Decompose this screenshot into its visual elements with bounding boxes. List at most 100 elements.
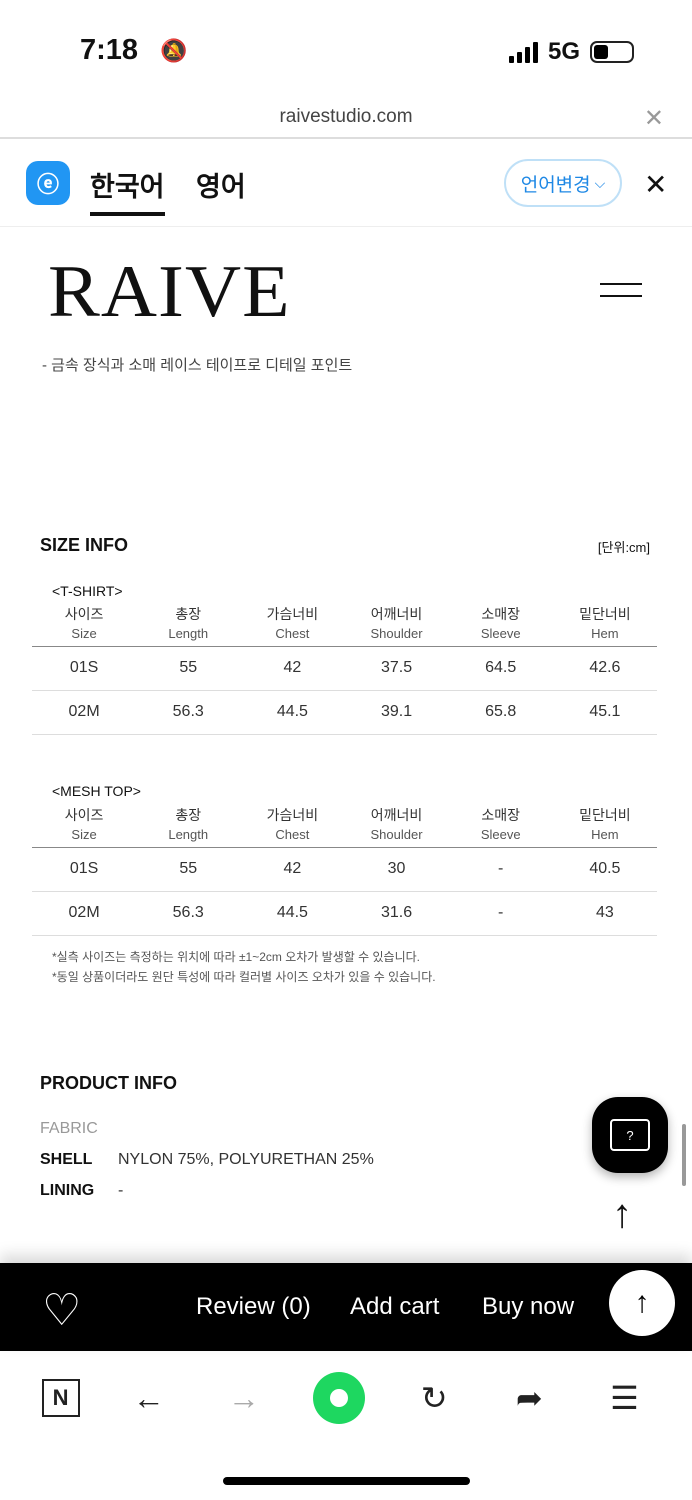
scroll-to-top-button[interactable]: ↑ — [609, 1270, 675, 1336]
table-row: 02M 56.3 44.5 31.6-43 — [32, 891, 657, 936]
translate-app-icon: ⓔ — [26, 161, 70, 205]
scroll-top-arrow-icon[interactable]: ↑ — [612, 1192, 632, 1236]
table-row: 02M 56.3 44.5 39.1 65.8 45.1 — [32, 690, 657, 735]
column-header-en: Shoulder — [370, 625, 423, 641]
column-header: 가슴너비 Chest — [240, 604, 345, 647]
table-cell: 42.6 — [552, 646, 657, 691]
tab-korean[interactable]: 한국어 — [90, 165, 165, 216]
heart-icon[interactable]: ♡ — [42, 1286, 82, 1335]
size-table-mesh-top: 사이즈 Size 총장 Length 가슴너비 Chest 어깨너비 Shoulder 소매장 S… — [32, 805, 657, 936]
chevron-down-icon: ⌵ — [594, 174, 606, 191]
table-cell: 44.5 — [240, 690, 345, 735]
table-cell: 56.3 — [136, 690, 241, 735]
back-arrow-icon[interactable]: ← — [132, 1379, 165, 1416]
green-dot-icon[interactable] — [312, 1372, 365, 1424]
column-header: 가슴너비 Chest — [240, 805, 345, 848]
column-header-ko: 사이즈 — [64, 605, 104, 622]
chat-question-icon: ? — [610, 1119, 650, 1151]
change-language-button[interactable]: 언어변경 ⌵ — [504, 159, 622, 207]
share-icon[interactable]: ➦ — [515, 1380, 543, 1416]
table-cell: 42 — [240, 646, 345, 691]
column-header-en: Hem — [591, 826, 619, 842]
table-row: 01S 55 42 30-40.5 — [32, 847, 657, 892]
column-header-ko: 소매장 — [481, 806, 521, 823]
column-header-ko: 소매장 — [481, 605, 521, 622]
url-bar[interactable]: raivestudio.com — [279, 106, 413, 127]
fabric-label: FABRIC — [40, 1120, 98, 1137]
table-cell: 30 — [344, 847, 449, 892]
close-icon[interactable]: ✕ — [643, 105, 664, 132]
column-header: 어깨너비 Shoulder — [344, 604, 449, 647]
table-name: <MESH TOP> — [52, 783, 141, 799]
size-notes: *실측 사이즈는 측정하는 위치에 따라 ±1~2cm 오차가 발생할 수 있습… — [52, 947, 436, 987]
review-button[interactable]: Review (0) — [196, 1293, 311, 1320]
column-header: 소매장 Sleeve — [448, 805, 553, 848]
forward-arrow-icon[interactable]: → — [227, 1379, 260, 1416]
column-header-ko: 어깨너비 — [370, 806, 423, 823]
status-time: 7:18 — [80, 34, 139, 66]
site-logo[interactable]: RAIVE — [48, 251, 291, 333]
table-cell: 65.8 — [448, 690, 553, 735]
table-header-row: 사이즈 Size 총장 Length 가슴너비 Chest 어깨너비 Shoulder 소매장 S… — [32, 805, 657, 848]
table-cell: 55 — [136, 646, 241, 691]
table-cell: 42 — [240, 847, 345, 892]
table-cell: 55 — [136, 847, 241, 892]
table-cell: 02M — [32, 690, 137, 735]
table-cell: 44.5 — [240, 891, 345, 936]
column-header: 밑단너비 Hem — [552, 805, 657, 848]
product-description: - 금속 장식과 소매 레이스 테이프로 디테일 포인트 — [42, 357, 353, 374]
column-header: 사이즈 Size — [32, 805, 137, 848]
column-header-ko: 총장 — [175, 806, 202, 823]
column-header: 어깨너비 Shoulder — [344, 805, 449, 848]
unit-label: [단위:cm] — [597, 540, 650, 555]
column-header-en: Length — [168, 826, 209, 842]
browser-toolbar: N ← → ↻ ➦ ☰ — [0, 1360, 692, 1436]
table-cell: 45.1 — [552, 690, 657, 735]
column-header-en: Size — [71, 625, 97, 641]
table-cell: 56.3 — [136, 891, 241, 936]
column-header-en: Sleeve — [480, 625, 521, 641]
column-header-ko: 가슴너비 — [266, 806, 319, 823]
naver-home-icon[interactable]: N — [41, 1379, 80, 1417]
column-header-en: Size — [71, 826, 97, 842]
buy-now-button[interactable]: Buy now — [482, 1293, 575, 1320]
table-cell: 01S — [32, 646, 137, 691]
note: *동일 상품이더라도 원단 특성에 따라 컬러별 사이즈 오차가 있을 수 있습… — [52, 970, 436, 984]
table-cell: - — [448, 847, 553, 892]
column-header-en: Length — [168, 625, 209, 641]
column-header-en: Sleeve — [480, 826, 521, 842]
table-cell: 43 — [552, 891, 657, 936]
table-name: <T-SHIRT> — [52, 583, 123, 599]
close-translate-icon[interactable]: ✕ — [644, 169, 668, 200]
column-header: 소매장 Sleeve — [448, 604, 553, 647]
table-row: 01S 55 42 37.5 64.5 42.6 — [32, 646, 657, 691]
network-label: 5G — [547, 38, 580, 65]
status-right: 5G — [508, 38, 634, 66]
table-header-row: 사이즈 Size 총장 Length 가슴너비 Chest 어깨너비 Shoulder 소매장 S… — [32, 604, 657, 647]
column-header-en: Chest — [275, 625, 310, 641]
chat-button[interactable]: ? — [592, 1097, 668, 1173]
menu-icon[interactable]: ☰ — [610, 1380, 639, 1416]
shell-label: SHELL — [40, 1151, 93, 1168]
table-cell: 01S — [32, 847, 137, 892]
lining-value: - — [118, 1182, 124, 1199]
column-header-en: Shoulder — [370, 826, 423, 842]
column-header-en: Chest — [275, 826, 310, 842]
add-cart-button[interactable]: Add cart — [350, 1293, 440, 1320]
shell-value: NYLON 75%, POLYURETHAN 25% — [118, 1151, 374, 1168]
scrollbar[interactable] — [682, 1124, 686, 1186]
column-header: 총장 Length — [136, 604, 241, 647]
table-cell: 02M — [32, 891, 137, 936]
note: *실측 사이즈는 측정하는 위치에 따라 ±1~2cm 오차가 발생할 수 있습… — [52, 950, 420, 964]
lining-label: LINING — [40, 1182, 95, 1199]
column-header-ko: 밑단너비 — [579, 605, 631, 622]
size-table-tshirt: 사이즈 Size 총장 Length 가슴너비 Chest 어깨너비 Shoulder 소매장 S… — [32, 604, 657, 735]
table-cell: - — [448, 891, 553, 936]
tab-english[interactable]: 영어 — [196, 172, 246, 202]
column-header-ko: 사이즈 — [64, 806, 104, 823]
divider — [0, 137, 692, 139]
size-info-title: SIZE INFO — [40, 535, 129, 555]
column-header-ko: 밑단너비 — [579, 806, 631, 823]
hamburger-menu-icon[interactable] — [600, 283, 642, 307]
reload-icon[interactable]: ↻ — [420, 1380, 448, 1416]
